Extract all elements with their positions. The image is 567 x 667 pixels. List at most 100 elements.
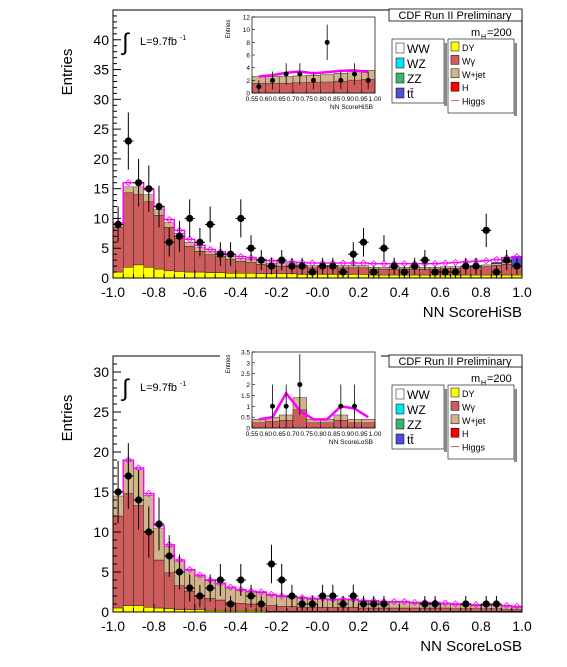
inset-x-tick-label: 0.80 [314, 96, 327, 103]
inset-x-tick-label: 0.70 [287, 96, 300, 103]
y-tick-label: 5 [101, 240, 109, 256]
higgs-marker-15 [267, 590, 276, 598]
data-point-22 [339, 268, 347, 276]
bar-dy-bin-15 [266, 273, 277, 279]
legend-right: DY Wγ W+jet H Higgs [447, 384, 517, 462]
data-point-4 [155, 202, 163, 211]
inset-data-point-3 [297, 71, 303, 77]
bar-dy-bin-8 [194, 271, 206, 279]
inset-y-tick-label: 0.5 [241, 415, 250, 422]
inset-bar-wg-5 [320, 422, 335, 429]
inset-plot: 0.55 0.60 0.65 0.70 0.75 0.80 0.85 0.90 0.95 1.00… [220, 11, 382, 113]
x-tick-label: 0.8 [471, 618, 491, 634]
inset-data-point-2 [283, 71, 289, 77]
bar-w-bin-1 [123, 192, 134, 268]
legend-swatch-0 [395, 42, 405, 54]
data-point-23 [349, 592, 357, 600]
higgs-marker-23 [349, 259, 357, 267]
inset-x-label: NN ScoreLoSB [329, 439, 373, 446]
data-point-21 [329, 262, 337, 270]
data-point-24 [359, 600, 368, 608]
bar-dy-bin-21 [327, 274, 339, 279]
legend-swatch-r-3 [450, 427, 460, 438]
higgs-marker-12 [237, 252, 245, 261]
inset-y-tick-label: 12 [243, 15, 251, 22]
bar-w-bin-0 [112, 515, 124, 609]
data-point-36 [482, 226, 490, 234]
header-text: CDF Run II Preliminary [398, 10, 512, 22]
data-point-4 [155, 520, 163, 528]
bar-wjet-bin-27 [388, 602, 400, 609]
inset-data-point-7 [352, 403, 357, 409]
bar-wjet-bin-36 [480, 264, 492, 267]
inset-bar-wg-8 [361, 422, 376, 429]
data-point-30 [421, 600, 429, 608]
bar-w-bin-20 [317, 607, 328, 612]
bar-w-bin-26 [378, 268, 390, 276]
inset-x-tick-label: 0.75 [300, 96, 313, 103]
bar-dy-bin-14 [255, 273, 267, 279]
inset-data-point-3 [297, 382, 303, 388]
inset-x-tick-label: 1.00 [369, 431, 382, 438]
data-point-2 [134, 179, 143, 187]
higgs-marker-6 [175, 556, 184, 564]
inset-x-tick-label: 0.55 [246, 96, 259, 103]
bar-dy-bin-9 [204, 272, 216, 279]
bar-w-bin-4 [153, 559, 165, 609]
y-tick-label: 25 [93, 404, 109, 420]
inset-plot: 0.55 0.60 0.65 0.70 0.75 0.80 0.85 0.90 0.95 1.00… [220, 346, 382, 448]
higgs-marker-36 [482, 257, 490, 265]
inset-higgs-line [258, 391, 369, 421]
legend-label-r-3: H [462, 429, 469, 439]
data-point-33 [451, 268, 460, 276]
inset-y-tick-label: 8 [246, 40, 250, 47]
data-point-7 [186, 584, 194, 592]
legend-label-0: WW [407, 42, 430, 56]
legend-label-1: WZ [407, 403, 426, 417]
data-point-15 [267, 262, 276, 270]
data-point-37 [492, 268, 501, 276]
inset-x-tick-label: 0.95 [355, 96, 368, 103]
x-tick-label: -0.0 [305, 284, 329, 300]
legend-label-r-2: W+jet [462, 70, 486, 80]
data-point-13 [247, 244, 255, 252]
data-point-26 [380, 244, 388, 252]
data-point-39 [513, 262, 521, 270]
legend-label-1: WZ [407, 57, 426, 71]
header-frame [388, 354, 523, 368]
inset-x-tick-label: 0.85 [328, 431, 341, 438]
legend-swatch-1 [395, 403, 405, 415]
bar-wjet-bin-5 [163, 222, 175, 228]
bar-dy-bin-3 [143, 607, 155, 613]
x-tick-label: 1.0 [512, 618, 532, 634]
data-point-1 [124, 137, 132, 145]
legend-right: DY Wγ W+jet H Higgs [447, 38, 517, 116]
inset-data-point-6 [338, 403, 344, 409]
bar-dy-bin-17 [286, 273, 298, 279]
inset-x-tick-label: 0.60 [259, 96, 272, 103]
x-tick-label: -0.2 [265, 284, 289, 300]
bar-dy-bin-4 [153, 268, 165, 279]
bar-w-bin-15 [266, 605, 277, 612]
inset-data-point-8 [365, 77, 371, 83]
bar-wjet-bin-9 [204, 251, 216, 255]
higgs-marker-39 [513, 252, 521, 261]
bar-wjet-bin-16 [276, 596, 288, 607]
bar-w-bin-12 [235, 261, 247, 274]
inset-data-point-1 [270, 403, 275, 409]
bar-dy-bin-23 [347, 274, 359, 279]
data-point-23 [349, 250, 357, 258]
inset-data-point-2 [283, 403, 289, 409]
luminosity-label: L=9.7fb [140, 36, 177, 48]
data-point-11 [226, 250, 235, 258]
data-point-10 [216, 250, 224, 258]
inset-data-point-1 [270, 77, 275, 83]
bar-w-bin-23 [347, 267, 359, 275]
higgs-marker-32 [441, 599, 449, 607]
chart-panel-2: -1.0 -0.8 -0.6 -0.4 -0.2 -0.0 0.2 0.4 0.6 0.8 1.00… [59, 346, 532, 655]
higgs-marker-13 [247, 254, 255, 262]
data-point-14 [257, 600, 265, 608]
legend-swatch-r-0 [450, 387, 460, 398]
